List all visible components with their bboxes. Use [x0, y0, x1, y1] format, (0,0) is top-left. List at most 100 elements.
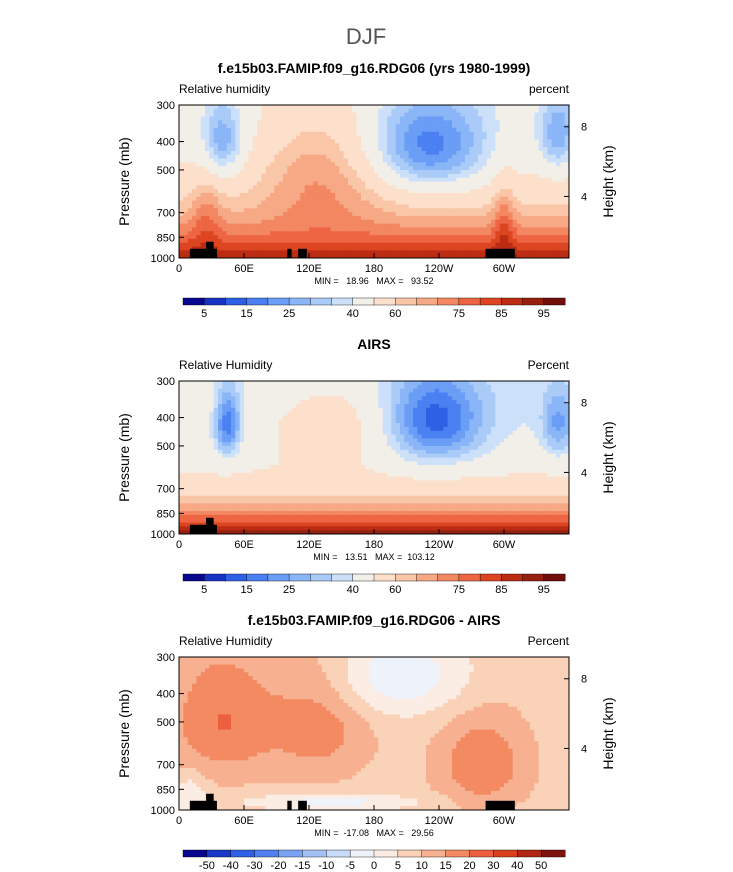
heatmap-cell	[274, 419, 279, 424]
heatmap-cell	[248, 177, 253, 182]
heatmap-cell	[365, 158, 370, 163]
heatmap-cell	[460, 116, 466, 121]
heatmap-cell	[517, 415, 522, 420]
heatmap-cell	[200, 139, 206, 144]
heatmap-cell	[348, 407, 353, 412]
heatmap-cell	[517, 254, 522, 259]
heatmap-cell	[248, 388, 253, 393]
heatmap-cell	[499, 223, 505, 228]
heatmap-cell	[551, 158, 557, 163]
heatmap-cell	[517, 131, 522, 136]
heatmap-cell	[508, 196, 513, 201]
heatmap-cell	[231, 426, 236, 432]
heatmap-cell	[560, 173, 565, 178]
heatmap-cell	[196, 200, 201, 205]
heatmap-cell	[404, 143, 409, 148]
heatmap-cell	[378, 411, 383, 416]
heatmap-cell	[430, 434, 435, 439]
heatmap-cell	[209, 381, 214, 386]
heatmap-cell	[287, 215, 292, 221]
heatmap-cell	[374, 238, 379, 244]
heatmap-cell	[413, 235, 418, 240]
heatmap-cell	[469, 423, 474, 428]
heatmap-cell	[465, 204, 470, 209]
heatmap-cell	[478, 219, 483, 224]
heatmap-cell	[374, 407, 379, 412]
heatmap-cell	[434, 112, 440, 117]
heatmap-cell	[348, 177, 353, 182]
heatmap-cell	[495, 166, 500, 171]
heatmap-cell	[404, 189, 409, 194]
heatmap-cell	[465, 407, 470, 412]
heatmap-cell	[352, 166, 357, 171]
heatmap-cell	[534, 127, 539, 133]
heatmap-cell	[330, 384, 336, 389]
heatmap-cell	[287, 384, 292, 389]
heatmap-cell	[226, 116, 232, 121]
heatmap-cell	[521, 127, 526, 133]
heatmap-cell	[387, 116, 392, 121]
heatmap-cell	[387, 227, 392, 232]
heatmap-cell	[413, 139, 418, 144]
heatmap-cell	[252, 131, 258, 136]
heatmap-cell	[434, 419, 440, 424]
heatmap-cell	[335, 181, 340, 186]
heatmap-cell	[213, 120, 219, 125]
heatmap-cell	[231, 124, 236, 129]
heatmap-cell	[356, 196, 362, 201]
colorbar-swatch	[267, 297, 290, 306]
heatmap-cell	[508, 388, 513, 393]
heatmap-cell	[304, 143, 310, 148]
heatmap-cell	[335, 411, 340, 416]
heatmap-cell	[352, 170, 357, 175]
heatmap-cell	[179, 170, 184, 175]
heatmap-cells	[179, 105, 570, 259]
heatmap-cell	[408, 396, 414, 401]
heatmap-cell	[322, 212, 327, 217]
heatmap-cell	[499, 173, 505, 178]
heatmap-cell	[495, 158, 500, 163]
heatmap-cell	[179, 192, 184, 198]
heatmap-cell	[443, 419, 448, 424]
heatmap-cell	[235, 162, 240, 167]
heatmap-cell	[309, 430, 314, 435]
heatmap-cell	[426, 196, 431, 201]
heatmap-cell	[222, 411, 227, 416]
heatmap-cell	[439, 131, 444, 136]
heatmap-cell	[499, 185, 505, 190]
heatmap-cell	[482, 196, 487, 201]
heatmap-cell	[408, 426, 414, 432]
heatmap-cell	[265, 235, 271, 240]
heatmap-cell	[525, 403, 531, 409]
heatmap-cell	[252, 170, 258, 175]
heatmap-cell	[270, 124, 275, 129]
heatmap-cell	[235, 400, 240, 405]
heatmap-cell	[200, 185, 206, 190]
heatmap-cell	[274, 181, 279, 186]
heatmap-cell	[443, 120, 448, 125]
heatmap-cell	[309, 215, 314, 221]
heatmap-cell	[257, 204, 262, 209]
heatmap-cell	[235, 388, 240, 393]
heatmap-cell	[304, 219, 310, 224]
heatmap-cell	[356, 381, 362, 386]
heatmap-cell	[530, 162, 535, 167]
heatmap-cell	[356, 423, 362, 428]
heatmap-cell	[543, 139, 548, 144]
heatmap-cell	[365, 127, 370, 133]
heatmap-cell	[421, 426, 427, 432]
heatmap-cell	[356, 204, 362, 209]
heatmap-cell	[499, 426, 505, 432]
heatmap-cell	[434, 124, 440, 129]
heatmap-cell	[491, 108, 496, 113]
heatmap-cell	[556, 200, 561, 205]
heatmap-cell	[547, 170, 552, 175]
heatmap-cell	[187, 407, 193, 412]
heatmap-cell	[196, 116, 201, 121]
heatmap-cell	[291, 407, 297, 412]
heatmap-cell	[348, 434, 353, 439]
heatmap-cell	[551, 223, 557, 228]
heatmap-cell	[499, 227, 505, 232]
heatmap-cell	[339, 181, 344, 186]
heatmap-cell	[348, 227, 353, 232]
